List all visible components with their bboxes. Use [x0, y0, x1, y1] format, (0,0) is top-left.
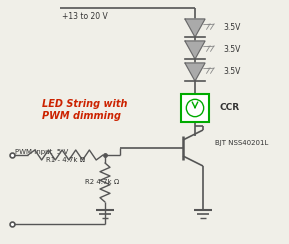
Text: R1 - 4.7k Ω: R1 - 4.7k Ω: [46, 157, 85, 163]
Polygon shape: [185, 63, 205, 81]
Text: LED String with
PWM dimming: LED String with PWM dimming: [42, 99, 128, 121]
Text: BJT NSS40201L: BJT NSS40201L: [215, 140, 268, 146]
Text: R2 4.7k Ω: R2 4.7k Ω: [85, 180, 119, 185]
Text: 3.5V: 3.5V: [223, 44, 240, 53]
Text: PWM Input  5 V: PWM Input 5 V: [15, 149, 68, 155]
Circle shape: [186, 99, 204, 117]
Text: CCR: CCR: [219, 103, 239, 112]
Text: 3.5V: 3.5V: [223, 67, 240, 75]
Text: +13 to 20 V: +13 to 20 V: [62, 12, 108, 21]
Polygon shape: [185, 41, 205, 59]
Text: 3.5V: 3.5V: [223, 22, 240, 31]
Polygon shape: [185, 19, 205, 37]
Bar: [181, 94, 209, 122]
